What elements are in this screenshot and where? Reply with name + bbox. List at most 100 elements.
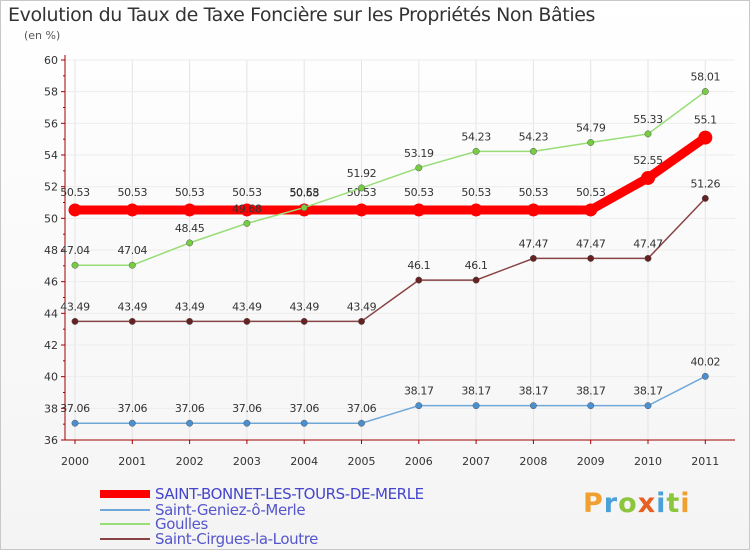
data-label: 38.17 <box>633 385 663 398</box>
data-point <box>183 203 197 217</box>
data-label: 52.55 <box>633 154 663 167</box>
x-tick-label: 2005 <box>348 455 376 468</box>
data-label: 50.53 <box>519 186 549 199</box>
data-label: 50.53 <box>232 186 262 199</box>
data-label: 46.1 <box>465 259 488 272</box>
data-point <box>186 419 194 427</box>
data-label: 46.1 <box>407 259 430 272</box>
data-label: 37.06 <box>232 402 262 415</box>
y-tick-label: 38 <box>44 402 58 415</box>
data-point <box>300 317 308 325</box>
data-point <box>412 203 426 217</box>
x-tick-label: 2008 <box>519 455 547 468</box>
data-label: 43.49 <box>175 300 205 313</box>
logo-letter: i <box>656 488 667 519</box>
data-point <box>472 147 480 155</box>
x-tick-label: 2009 <box>577 455 605 468</box>
data-point <box>641 170 655 185</box>
logo-letter: i <box>680 488 691 519</box>
data-label: 49.68 <box>232 202 262 215</box>
data-label: 38.17 <box>461 385 491 398</box>
data-point <box>415 276 423 284</box>
data-label: 50.53 <box>461 186 491 199</box>
data-point <box>529 254 537 262</box>
data-point <box>584 203 598 217</box>
data-label: 47.47 <box>519 237 549 250</box>
y-tick-label: 60 <box>44 54 58 67</box>
logo-letter: o <box>618 488 638 519</box>
data-point <box>71 419 79 427</box>
data-label: 50.53 <box>347 186 377 199</box>
data-label: 51.26 <box>691 177 721 190</box>
data-label: 43.49 <box>60 300 90 313</box>
data-label: 51.92 <box>347 167 377 180</box>
data-point <box>701 194 709 202</box>
y-tick-label: 50 <box>44 212 58 225</box>
data-label: 50.68 <box>289 187 319 200</box>
data-point <box>587 254 595 262</box>
series-1: 37.06 37.06 37.06 37.06 37.06 37.06 38.17 38.17… <box>60 355 721 427</box>
data-point <box>358 184 365 192</box>
data-label: 50.53 <box>118 186 148 199</box>
data-label: 47.04 <box>60 244 90 257</box>
data-point <box>358 419 365 427</box>
data-point <box>526 203 540 217</box>
data-point <box>698 130 713 145</box>
data-label: 37.06 <box>347 402 377 415</box>
data-label: 50.53 <box>60 186 90 199</box>
data-point <box>71 261 79 269</box>
data-label: 48.45 <box>175 222 205 235</box>
y-axis-label: (en %) <box>24 29 61 42</box>
data-point <box>587 402 595 410</box>
series-0: 50.53 50.53 50.53 50.53 50.53 50.53 50.53 50.53… <box>60 114 717 217</box>
y-tick-label: 46 <box>44 276 58 289</box>
data-label: 50.53 <box>404 186 434 199</box>
data-label: 38.17 <box>576 385 606 398</box>
data-label: 43.49 <box>347 300 377 313</box>
data-point <box>71 317 79 325</box>
data-label: 55.33 <box>633 113 663 126</box>
y-tick-label: 42 <box>44 339 58 352</box>
series-line <box>75 90 706 266</box>
data-point <box>472 402 480 410</box>
data-point <box>240 203 254 217</box>
data-point <box>358 317 365 325</box>
series-line <box>75 375 706 424</box>
data-point <box>472 276 480 284</box>
data-point <box>68 203 82 217</box>
data-point <box>243 317 251 325</box>
data-point <box>128 419 136 427</box>
series-line <box>75 133 708 215</box>
data-label: 54.23 <box>519 130 549 143</box>
legend-label: Saint-Geniez-ô-Merle <box>155 501 305 519</box>
data-label: 37.06 <box>118 402 148 415</box>
legend-label: Saint-Cirgues-la-Loutre <box>155 530 318 548</box>
data-label: 47.04 <box>118 244 148 257</box>
data-point <box>243 419 251 427</box>
data-point <box>415 164 423 172</box>
data-point <box>701 88 709 95</box>
data-label: 43.49 <box>232 300 262 313</box>
series-line <box>75 197 706 323</box>
x-tick-label: 2001 <box>118 455 146 468</box>
x-tick-label: 2004 <box>290 455 318 468</box>
logo-letter: t <box>666 488 681 519</box>
data-label: 50.53 <box>576 186 606 199</box>
data-label: 54.23 <box>461 130 491 143</box>
data-label: 37.06 <box>289 402 319 415</box>
data-label: 38.17 <box>519 385 549 398</box>
y-tick-label: 56 <box>44 117 58 130</box>
data-label: 55.1 <box>694 114 717 127</box>
y-tick-label: 54 <box>44 149 58 162</box>
data-label: 47.47 <box>576 237 606 250</box>
data-label: 40.02 <box>691 355 721 368</box>
x-tick-label: 2007 <box>462 455 490 468</box>
proxiti-logo: Proxiti <box>583 488 691 519</box>
y-tick-label: 52 <box>44 181 58 194</box>
legend-label: Goulles <box>155 515 208 533</box>
data-label: 53.19 <box>404 147 434 160</box>
data-label: 50.53 <box>175 186 205 199</box>
x-tick-label: 2002 <box>176 455 204 468</box>
data-point <box>243 219 251 227</box>
